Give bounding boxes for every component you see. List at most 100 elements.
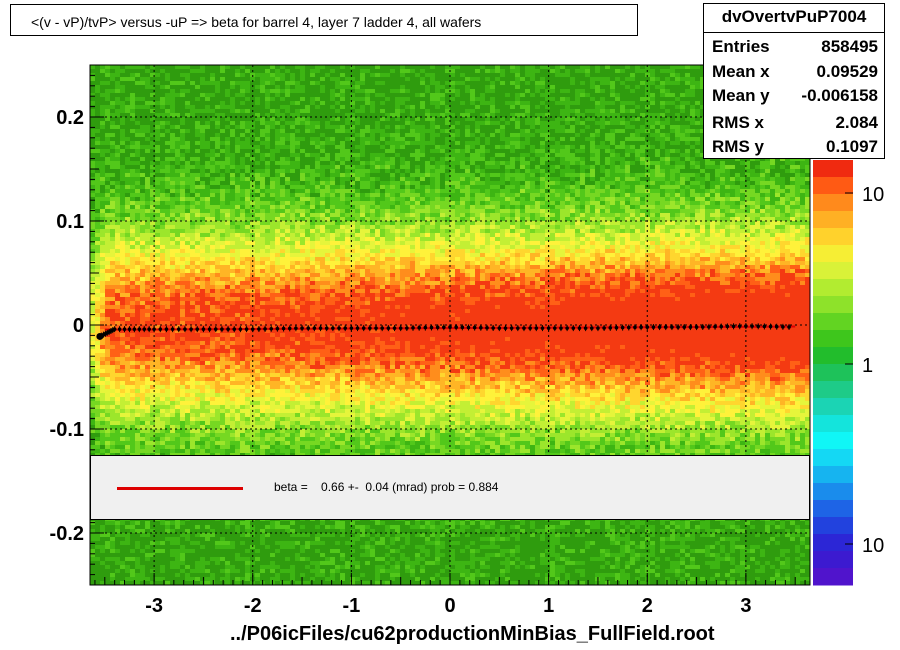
- heatmap-cell: [315, 141, 320, 145]
- heatmap-cell: [435, 145, 440, 149]
- heatmap-cell: [150, 169, 155, 173]
- heatmap-cell: [155, 77, 160, 81]
- heatmap-cell: [530, 197, 535, 201]
- heatmap-cell: [665, 161, 670, 165]
- heatmap-cell: [240, 85, 245, 89]
- heatmap-cell: [125, 117, 130, 121]
- heatmap-cell: [365, 197, 370, 201]
- heatmap-cell: [525, 161, 530, 165]
- heatmap-cell: [510, 173, 515, 177]
- heatmap-cell: [340, 113, 345, 117]
- heatmap-cell: [715, 197, 720, 201]
- heatmap-cell: [290, 129, 295, 133]
- heatmap-cell: [345, 173, 350, 177]
- heatmap-cell: [615, 197, 620, 201]
- heatmap-cell: [305, 129, 310, 133]
- heatmap-cell: [520, 117, 525, 121]
- heatmap-cell: [310, 129, 315, 133]
- heatmap-cell: [190, 165, 195, 169]
- heatmap-cell: [240, 117, 245, 121]
- heatmap-cell: [610, 93, 615, 97]
- heatmap-cell: [700, 89, 705, 93]
- heatmap-cell: [565, 85, 570, 89]
- heatmap-cell: [535, 125, 540, 129]
- heatmap-cell: [490, 157, 495, 161]
- heatmap-cell: [510, 181, 515, 185]
- heatmap-cell: [565, 81, 570, 85]
- heatmap-cell: [785, 161, 790, 165]
- heatmap-cell: [330, 161, 335, 165]
- heatmap-cell: [330, 101, 335, 105]
- heatmap-cell: [675, 69, 680, 73]
- heatmap-cell: [470, 149, 475, 153]
- heatmap-cell: [250, 177, 255, 181]
- heatmap-cell: [250, 197, 255, 201]
- heatmap-cell: [560, 145, 565, 149]
- heatmap-cell: [190, 89, 195, 93]
- heatmap-cell: [660, 145, 665, 149]
- heatmap-cell: [690, 105, 695, 109]
- heatmap-cell: [270, 97, 275, 101]
- heatmap-cell: [140, 65, 145, 69]
- heatmap-cell: [130, 73, 135, 77]
- heatmap-cell: [525, 129, 530, 133]
- heatmap-cell: [355, 137, 360, 141]
- heatmap-cell: [590, 113, 595, 117]
- heatmap-cell: [105, 173, 110, 177]
- heatmap-cell: [395, 137, 400, 141]
- heatmap-cell: [145, 77, 150, 81]
- heatmap-cell: [190, 105, 195, 109]
- heatmap-cell: [300, 117, 305, 121]
- heatmap-cell: [130, 109, 135, 113]
- heatmap-cell: [240, 153, 245, 157]
- heatmap-cell: [365, 177, 370, 181]
- heatmap-cell: [560, 109, 565, 113]
- heatmap-cell: [550, 137, 555, 141]
- heatmap-cell: [545, 125, 550, 129]
- heatmap-cell: [500, 133, 505, 137]
- heatmap-cell: [615, 109, 620, 113]
- heatmap-cell: [460, 201, 465, 205]
- heatmap-cell: [660, 161, 665, 165]
- heatmap-cell: [630, 73, 635, 77]
- heatmap-cell: [125, 193, 130, 197]
- heatmap-cell: [425, 77, 430, 81]
- heatmap-cell: [355, 121, 360, 125]
- heatmap-cell: [400, 193, 405, 197]
- heatmap-cell: [595, 85, 600, 89]
- heatmap-cell: [225, 129, 230, 133]
- heatmap-cell: [305, 141, 310, 145]
- heatmap-cell: [175, 117, 180, 121]
- heatmap-cell: [460, 169, 465, 173]
- heatmap-cell: [455, 65, 460, 69]
- heatmap-cell: [555, 65, 560, 69]
- heatmap-cell: [135, 189, 140, 193]
- heatmap-cell: [210, 165, 215, 169]
- heatmap-cell: [365, 201, 370, 205]
- heatmap-cell: [435, 165, 440, 169]
- heatmap-cell: [455, 69, 460, 73]
- heatmap-cell: [735, 185, 740, 189]
- heatmap-cell: [520, 105, 525, 109]
- heatmap-cell: [255, 121, 260, 125]
- heatmap-cell: [165, 193, 170, 197]
- heatmap-cell: [340, 109, 345, 113]
- heatmap-cell: [575, 89, 580, 93]
- heatmap-cell: [670, 81, 675, 85]
- heatmap-cell: [545, 181, 550, 185]
- heatmap-cell: [105, 201, 110, 205]
- heatmap-cell: [480, 117, 485, 121]
- heatmap-cell: [640, 157, 645, 161]
- heatmap-cell: [190, 117, 195, 121]
- heatmap-cell: [385, 137, 390, 141]
- heatmap-cell: [495, 105, 500, 109]
- heatmap-cell: [795, 157, 800, 161]
- heatmap-cell: [95, 161, 100, 165]
- heatmap-cell: [640, 125, 645, 129]
- heatmap-cell: [185, 145, 190, 149]
- heatmap-cell: [520, 137, 525, 141]
- heatmap-cell: [335, 117, 340, 121]
- heatmap-cell: [605, 73, 610, 77]
- heatmap-cell: [655, 77, 660, 81]
- heatmap-cell: [765, 173, 770, 177]
